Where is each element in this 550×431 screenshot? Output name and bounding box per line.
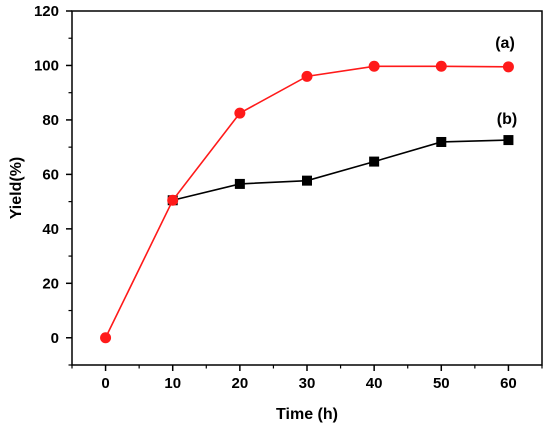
data-point xyxy=(435,60,447,72)
series-line xyxy=(104,65,509,339)
x-tick-label: 60 xyxy=(500,375,517,392)
y-tick-label: 0 xyxy=(51,330,59,347)
y-tick-label: 60 xyxy=(42,166,59,183)
data-point xyxy=(167,194,179,206)
series-b-label: (b) xyxy=(497,111,517,128)
x-tick-label: 50 xyxy=(433,375,450,392)
data-point xyxy=(369,156,380,167)
series-a-label: (a) xyxy=(495,35,515,52)
y-tick-label: 100 xyxy=(34,57,59,74)
x-tick-label: 30 xyxy=(299,375,316,392)
data-point xyxy=(436,136,447,147)
data-point xyxy=(368,60,380,72)
x-tick-label: 40 xyxy=(366,375,383,392)
plot-frame xyxy=(71,10,543,366)
y-axis-title: Yield(%) xyxy=(8,157,25,220)
y-tick-label: 80 xyxy=(42,112,59,129)
data-point xyxy=(301,70,313,82)
y-tick-label: 120 xyxy=(34,3,59,20)
data-point xyxy=(234,107,246,119)
series-line xyxy=(172,139,509,202)
x-ticks: 0 10 20 30 40 50 60 xyxy=(71,365,543,392)
x-tick-label: 10 xyxy=(164,375,181,392)
series-layer xyxy=(100,60,514,344)
data-point xyxy=(100,332,112,344)
y-tick-label: 40 xyxy=(42,221,59,238)
x-tick-label: 20 xyxy=(232,375,249,392)
x-axis-title: Time (h) xyxy=(276,406,338,423)
data-point xyxy=(502,61,514,73)
x-tick-label: 0 xyxy=(101,375,109,392)
series-b xyxy=(167,135,514,206)
series-a xyxy=(100,60,514,344)
y-ticks: 0 20 40 60 80 100 120 xyxy=(34,3,72,366)
data-point xyxy=(234,178,245,189)
y-tick-label: 20 xyxy=(42,275,59,292)
data-point xyxy=(302,175,312,186)
data-point xyxy=(503,135,514,146)
